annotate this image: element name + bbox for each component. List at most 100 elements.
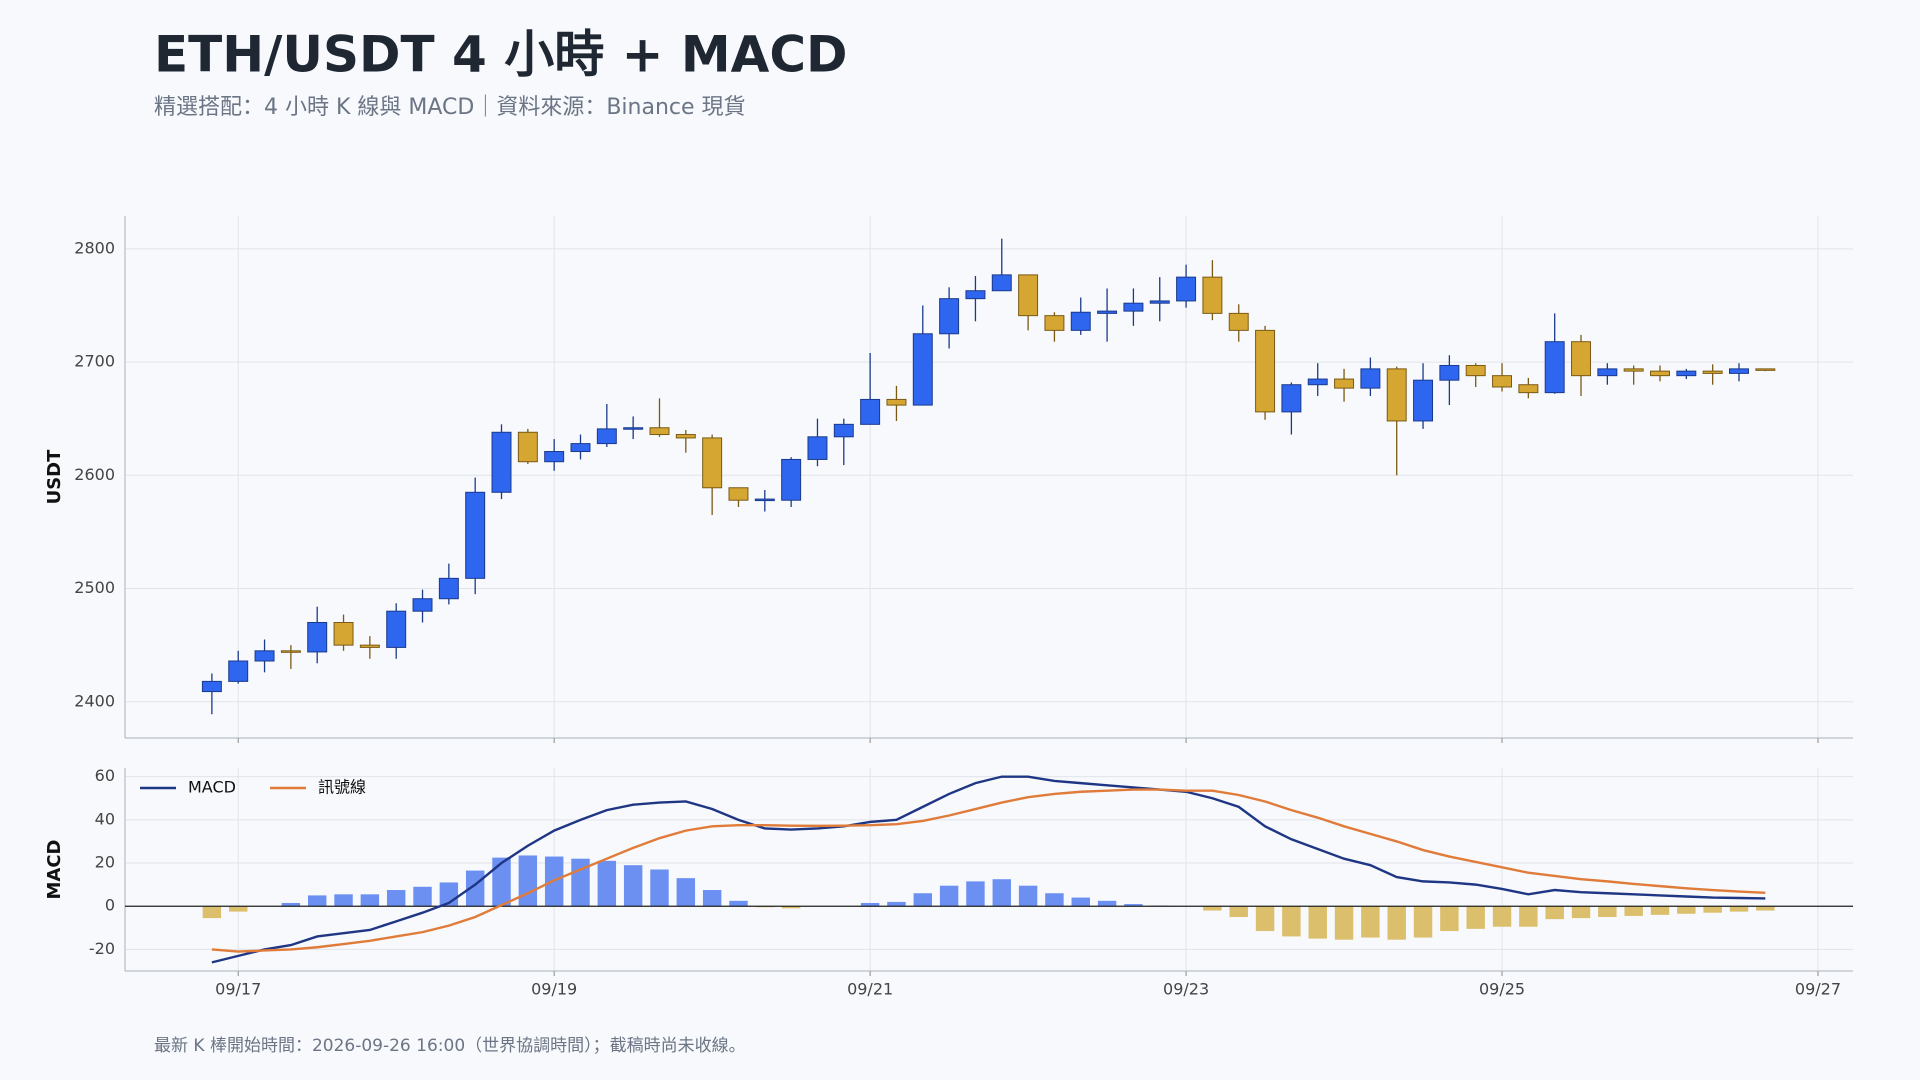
histogram-bar bbox=[1308, 906, 1327, 939]
histogram-bar bbox=[1519, 906, 1538, 927]
histogram-bar bbox=[1729, 906, 1749, 912]
candle-body bbox=[1255, 329, 1276, 413]
candle-body bbox=[675, 434, 696, 439]
series-line bbox=[211, 788, 1766, 953]
y-tick-label: -20 bbox=[89, 939, 115, 958]
legend-label: MACD bbox=[188, 778, 236, 797]
footnote: 最新 K 棒開始時間：2026-09-26 16:00（世界協調時間）；截稿時尚… bbox=[154, 1036, 746, 1056]
candle-body bbox=[991, 274, 1012, 292]
candle-body bbox=[807, 436, 828, 460]
chart-title: ETH/USDT 4 小時 + MACD bbox=[154, 26, 848, 84]
histogram-bar bbox=[1097, 900, 1117, 907]
candle-body bbox=[1465, 364, 1486, 377]
candle-body bbox=[544, 451, 565, 463]
candle-body bbox=[702, 437, 723, 489]
candle-body bbox=[1176, 276, 1197, 302]
x-tick-label: 09/27 bbox=[1795, 980, 1841, 999]
histogram-bar bbox=[360, 894, 380, 907]
histogram-bar bbox=[702, 890, 722, 907]
histogram-bar bbox=[1387, 906, 1406, 940]
candle-body bbox=[254, 650, 275, 662]
histogram-bar bbox=[229, 906, 248, 912]
candle-body bbox=[1334, 378, 1355, 389]
histogram-bar bbox=[939, 885, 959, 907]
candle-body bbox=[1702, 370, 1723, 374]
candle-body bbox=[1360, 368, 1381, 389]
histogram-bar bbox=[1545, 906, 1564, 920]
candle-body bbox=[1729, 368, 1749, 374]
histogram-bar bbox=[913, 893, 932, 907]
x-tick-label: 09/25 bbox=[1479, 980, 1525, 999]
histogram-bar bbox=[597, 860, 617, 907]
y-tick-label: 2400 bbox=[74, 691, 115, 710]
histogram-bar bbox=[1071, 897, 1090, 907]
candle-body bbox=[1755, 368, 1776, 371]
candle-body bbox=[280, 650, 301, 653]
candle-body bbox=[1544, 341, 1565, 394]
candle-body bbox=[359, 644, 380, 648]
histogram-bar bbox=[781, 906, 801, 909]
x-tick-label: 09/23 bbox=[1163, 980, 1209, 999]
histogram-bar bbox=[307, 895, 327, 907]
candle-body bbox=[1413, 379, 1434, 422]
candle-body bbox=[1307, 378, 1328, 386]
histogram-bar bbox=[1598, 906, 1617, 918]
candle-body bbox=[412, 598, 433, 612]
histogram-bar bbox=[1361, 906, 1380, 938]
x-tick-label: 09/19 bbox=[531, 980, 577, 999]
histogram-bar bbox=[413, 886, 432, 907]
histogram-bar bbox=[1466, 906, 1485, 929]
candle-body bbox=[333, 622, 354, 646]
histogram-bar bbox=[676, 878, 696, 907]
candle-body bbox=[860, 398, 881, 425]
histogram-bar bbox=[1255, 906, 1275, 932]
y-tick-label: 2800 bbox=[74, 238, 115, 257]
candle-body bbox=[1492, 375, 1513, 388]
candle-body bbox=[1597, 368, 1618, 377]
candle-body bbox=[1650, 370, 1670, 377]
histogram-bar bbox=[281, 902, 301, 907]
histogram-bar bbox=[966, 881, 985, 907]
candle-body bbox=[1044, 315, 1065, 331]
candle-body bbox=[438, 577, 459, 600]
legend-label: 訊號線 bbox=[318, 778, 366, 797]
candle-body bbox=[833, 423, 854, 438]
histogram-bar bbox=[1045, 893, 1064, 907]
candle-body bbox=[1518, 384, 1539, 394]
y-tick-label: 0 bbox=[105, 896, 115, 915]
histogram-bar bbox=[1677, 906, 1696, 914]
candle-body bbox=[1202, 276, 1223, 314]
histogram-bar bbox=[650, 869, 669, 907]
histogram-bar bbox=[1624, 906, 1643, 916]
histogram-bar bbox=[1571, 906, 1591, 919]
y-tick-label: 20 bbox=[95, 853, 115, 872]
candle-body bbox=[649, 427, 670, 436]
candle-body bbox=[386, 610, 407, 648]
candle-body bbox=[307, 622, 328, 653]
histogram-bar bbox=[1440, 906, 1459, 932]
candle-body bbox=[912, 333, 933, 406]
y-axis-label: USDT bbox=[44, 449, 65, 505]
histogram-bar bbox=[1282, 906, 1301, 937]
histogram-bar bbox=[386, 890, 406, 907]
histogram-bar bbox=[1334, 906, 1354, 940]
x-tick-label: 09/21 bbox=[847, 980, 893, 999]
x-tick-label: 09/17 bbox=[215, 980, 261, 999]
histogram-bar bbox=[1650, 906, 1670, 915]
histogram-bar bbox=[1124, 904, 1143, 907]
candle-body bbox=[1097, 310, 1118, 314]
histogram-bar bbox=[1756, 906, 1775, 911]
candle-body bbox=[596, 428, 617, 445]
y-tick-label: 2600 bbox=[74, 465, 115, 484]
histogram-bar bbox=[1703, 906, 1722, 913]
candle-body bbox=[1070, 311, 1091, 331]
candle-body bbox=[465, 491, 486, 579]
histogram-bar bbox=[992, 879, 1011, 907]
histogram-bar bbox=[623, 865, 643, 907]
histogram-bar bbox=[1492, 906, 1512, 927]
candle-body bbox=[491, 431, 512, 493]
histogram-bar bbox=[887, 901, 906, 907]
histogram-bar bbox=[860, 902, 880, 907]
candle-body bbox=[1281, 384, 1302, 413]
